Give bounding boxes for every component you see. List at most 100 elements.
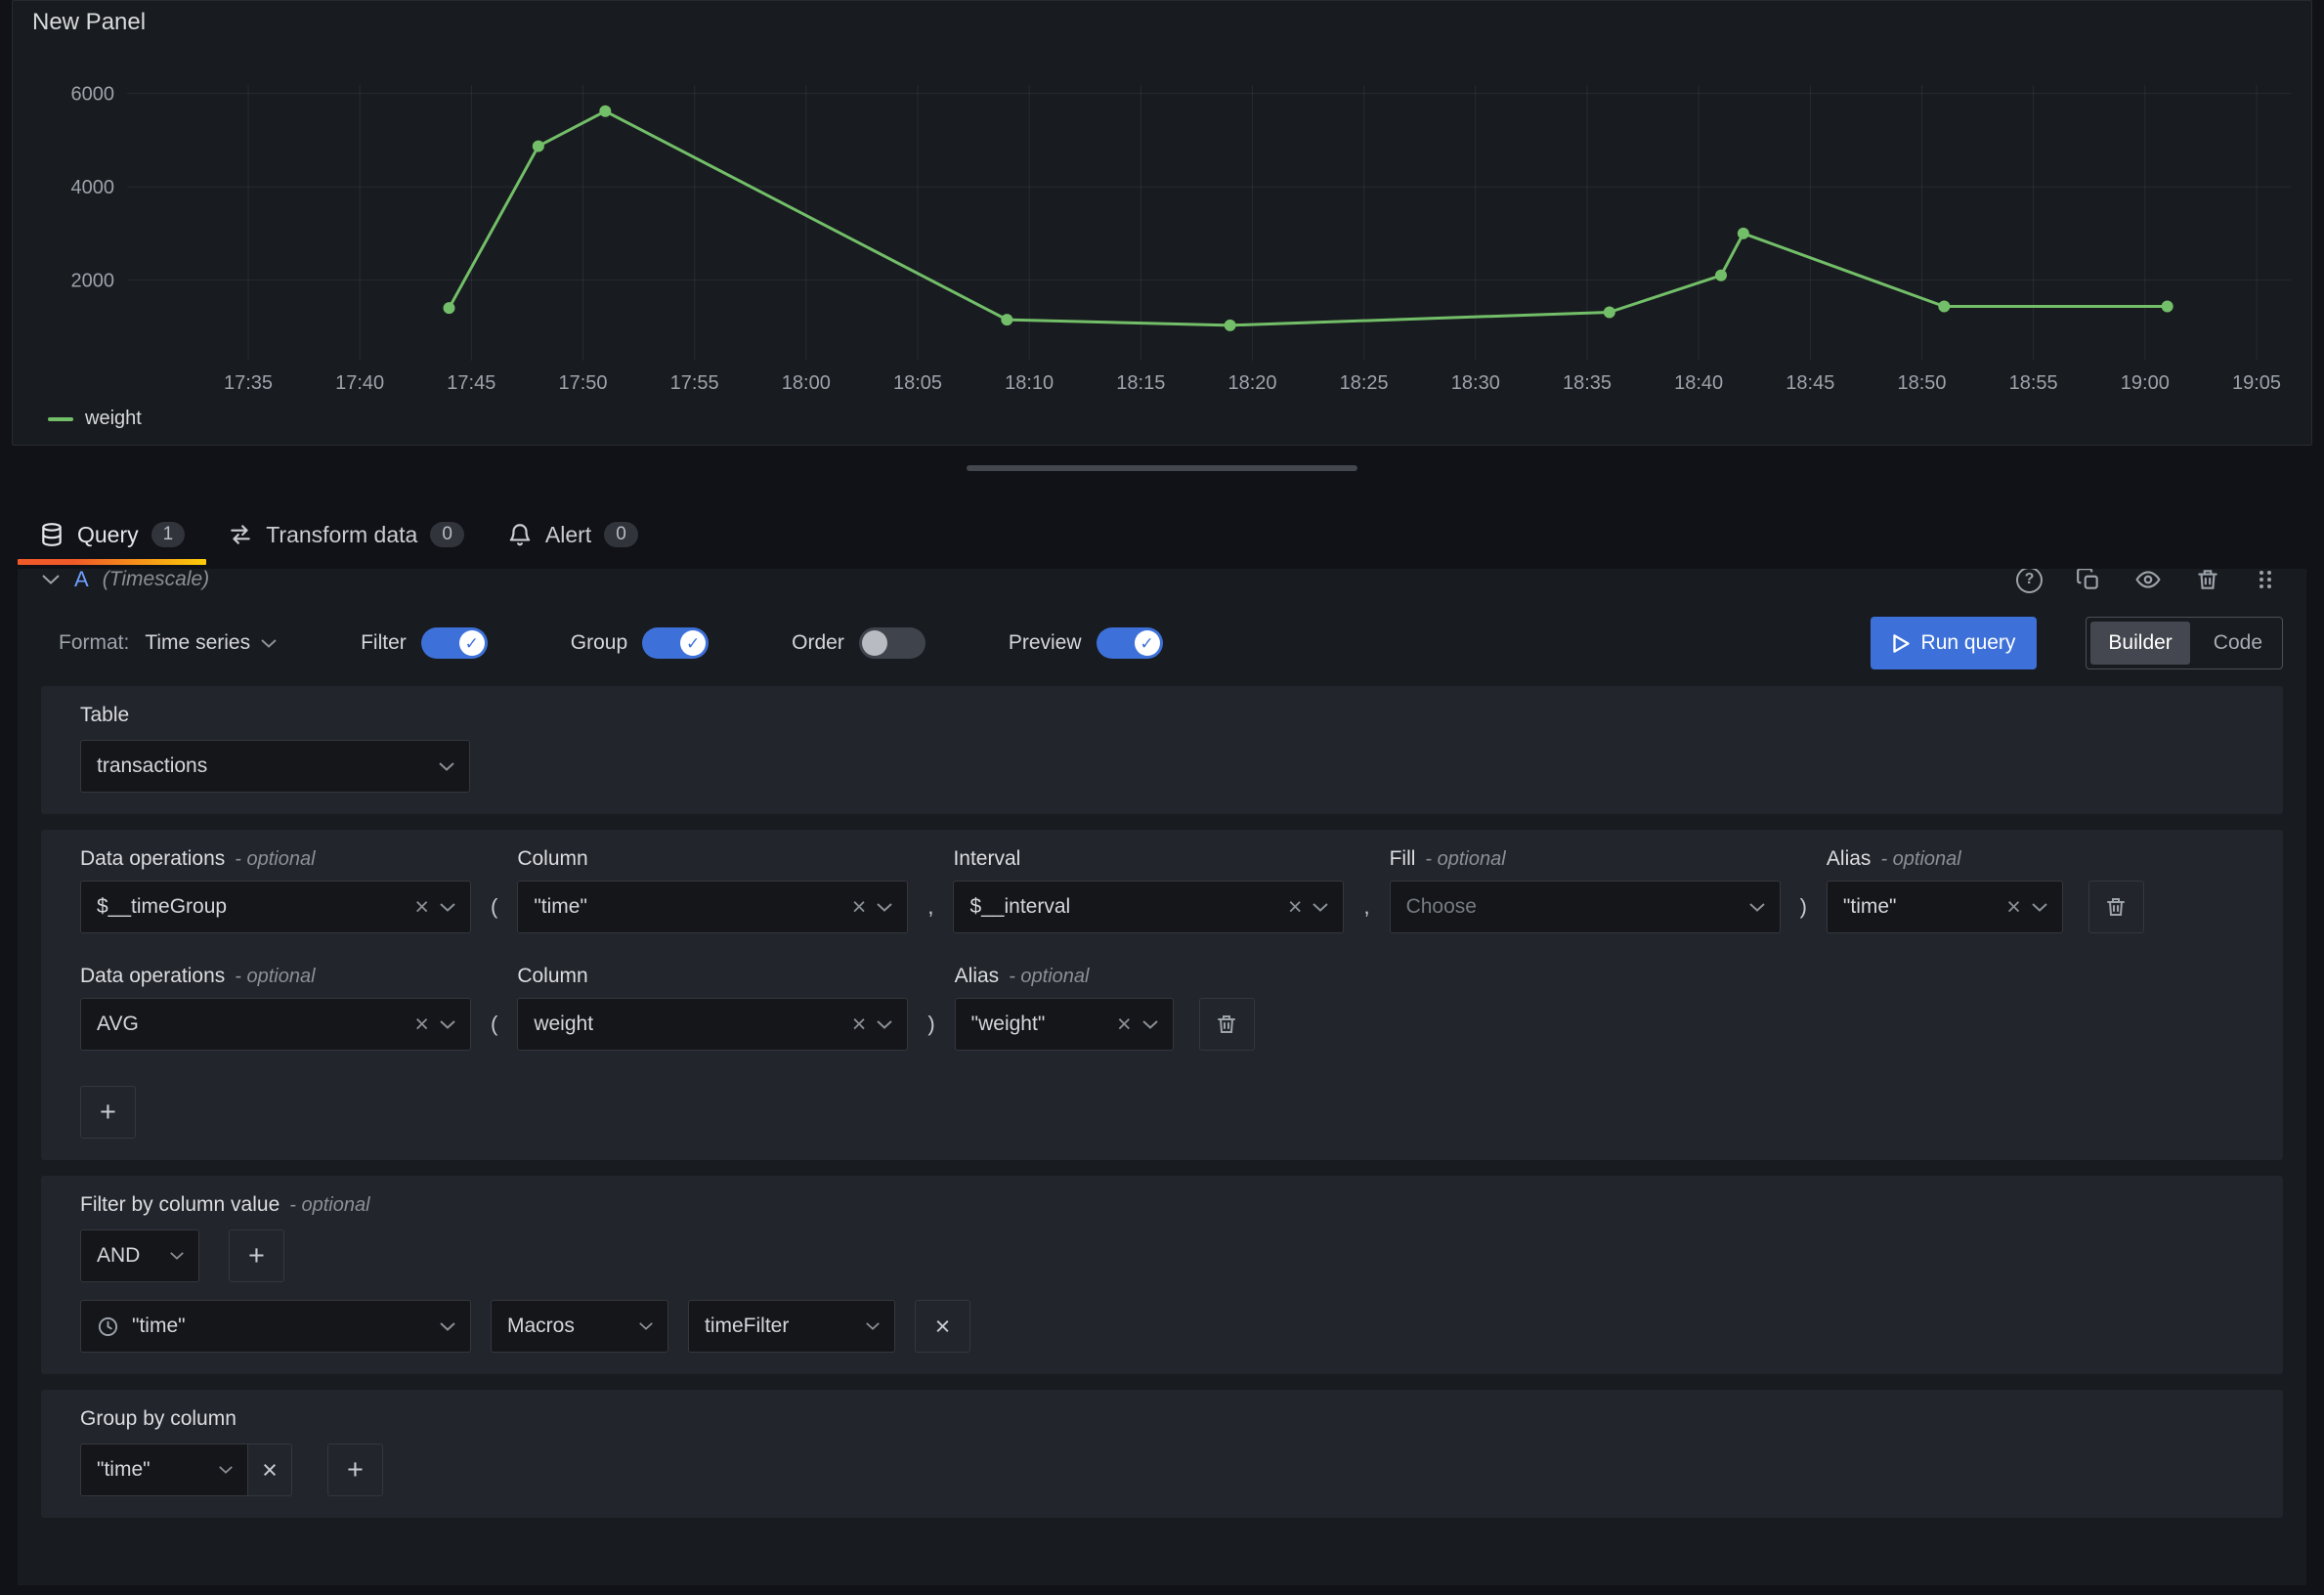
add-operation-button[interactable]: + — [80, 1086, 136, 1139]
delete-row-button[interactable] — [1199, 998, 1255, 1051]
filter-section: Filter by column value- optional AND + "… — [41, 1176, 2283, 1374]
tab-alert[interactable]: Alert 0 — [486, 506, 660, 563]
svg-text:18:20: 18:20 — [1227, 372, 1276, 394]
close-icon: × — [262, 1457, 278, 1484]
operation-select[interactable]: $__timeGroup × — [80, 881, 471, 933]
legend-label[interactable]: weight — [85, 408, 142, 430]
format-value: Time series — [145, 631, 250, 655]
table-select[interactable]: transactions — [80, 740, 470, 793]
svg-text:19:00: 19:00 — [2121, 372, 2170, 394]
tab-alert-count: 0 — [604, 522, 638, 547]
alias-select[interactable]: "weight" × — [955, 998, 1174, 1051]
order-toggle[interactable] — [859, 627, 925, 659]
filter-operator-select[interactable]: AND — [80, 1229, 199, 1282]
chart-panel: 17:3517:4017:4517:5017:5518:0018:0518:10… — [12, 0, 2312, 446]
column-select[interactable]: weight × — [517, 998, 908, 1051]
check-icon: ✓ — [465, 635, 479, 652]
help-icon[interactable]: ? — [2016, 569, 2043, 593]
group-by-label: Group by column — [80, 1407, 2256, 1431]
clear-icon[interactable]: × — [414, 1013, 429, 1037]
chart-legend: weight — [48, 408, 142, 430]
query-ref-id: A — [74, 569, 89, 592]
remove-filter-button[interactable]: × — [915, 1300, 970, 1353]
clear-icon[interactable]: × — [2006, 895, 2021, 920]
tab-transform-label: Transform data — [266, 522, 417, 548]
tab-query-label: Query — [77, 522, 139, 548]
chevron-down-icon — [218, 1465, 234, 1475]
delete-row-button[interactable] — [2088, 881, 2144, 933]
query-row-actions: ? — [2016, 569, 2283, 593]
close-paren: ) — [1781, 881, 1827, 933]
optional-label: - optional — [235, 966, 315, 987]
svg-text:17:45: 17:45 — [447, 372, 495, 394]
tab-query[interactable]: Query 1 — [18, 506, 206, 563]
filter-section-label: Filter by column value — [80, 1193, 280, 1216]
duplicate-icon[interactable] — [2076, 569, 2101, 592]
svg-text:19:05: 19:05 — [2232, 372, 2281, 394]
optional-label: - optional — [1425, 848, 1505, 870]
chevron-down-icon[interactable] — [41, 574, 61, 585]
comma-separator: , — [1344, 881, 1389, 933]
operation-select[interactable]: AVG × — [80, 998, 471, 1051]
clear-icon[interactable]: × — [1117, 1013, 1132, 1037]
builder-code-toggle: Builder Code — [2086, 617, 2283, 669]
chevron-down-icon — [1312, 902, 1329, 913]
svg-text:18:35: 18:35 — [1563, 372, 1612, 394]
svg-text:2000: 2000 — [71, 271, 115, 292]
open-paren: ( — [471, 881, 517, 933]
chevron-down-icon — [1748, 902, 1766, 913]
preview-toggle[interactable]: ✓ — [1097, 627, 1163, 659]
alias-select[interactable]: "time" × — [1827, 881, 2063, 933]
code-option[interactable]: Code — [2194, 618, 2282, 668]
filter-toggle[interactable]: ✓ — [421, 627, 488, 659]
macro-select[interactable]: timeFilter — [688, 1300, 895, 1353]
clear-icon[interactable]: × — [852, 895, 867, 920]
filter-column-select[interactable]: "time" — [80, 1300, 471, 1353]
group-toggle[interactable]: ✓ — [642, 627, 709, 659]
chevron-down-icon — [169, 1251, 185, 1261]
svg-text:17:55: 17:55 — [670, 372, 719, 394]
svg-text:18:45: 18:45 — [1786, 372, 1834, 394]
check-icon: ✓ — [686, 635, 700, 652]
chevron-down-icon — [439, 1019, 456, 1030]
tab-transform-data[interactable]: Transform data 0 — [206, 506, 486, 563]
data-operation-row: Data operations- optional AVG × ( Column… — [80, 965, 2256, 1051]
run-query-button[interactable]: Run query — [1871, 617, 2038, 669]
builder-option[interactable]: Builder — [2090, 622, 2189, 665]
group-toggle-group: Group ✓ — [571, 627, 709, 659]
remove-group-by-button[interactable]: × — [247, 1444, 292, 1496]
clock-icon — [97, 1315, 119, 1338]
fill-select[interactable]: Choose — [1390, 881, 1781, 933]
toggle-visibility-icon[interactable] — [2134, 569, 2162, 592]
table-section: Table transactions — [41, 686, 2283, 814]
group-by-value: "time" — [97, 1458, 218, 1482]
panel-title[interactable]: New Panel — [32, 9, 146, 36]
clear-icon[interactable]: × — [1288, 895, 1303, 920]
clear-icon[interactable]: × — [414, 895, 429, 920]
time-series-chart[interactable]: 17:3517:4017:4517:5017:5518:0018:0518:10… — [13, 1, 2311, 400]
filter-column-value: "time" — [132, 1315, 439, 1338]
add-filter-button[interactable]: + — [229, 1229, 284, 1282]
filter-operator-value: AND — [97, 1244, 169, 1268]
alias-label: Alias — [955, 965, 1000, 987]
data-op-label: Data operations — [80, 847, 225, 870]
chevron-down-icon — [260, 638, 278, 649]
interval-select[interactable]: $__interval × — [953, 881, 1344, 933]
plus-icon: + — [347, 1456, 364, 1485]
format-select[interactable]: Time series — [145, 631, 278, 655]
group-by-select[interactable]: "time" — [80, 1444, 248, 1496]
delete-query-icon[interactable] — [2195, 569, 2220, 592]
column-label: Column — [517, 965, 587, 987]
drag-handle-icon[interactable] — [2254, 569, 2277, 592]
pane-resize-handle[interactable] — [967, 465, 1357, 471]
table-section-label: Table — [80, 704, 2256, 727]
interval-value: $__interval — [969, 895, 1279, 919]
svg-text:4000: 4000 — [71, 177, 115, 198]
close-icon: × — [935, 1314, 951, 1340]
run-query-label: Run query — [1921, 631, 2016, 655]
column-select[interactable]: "time" × — [517, 881, 908, 933]
clear-icon[interactable]: × — [852, 1013, 867, 1037]
macro-category-select[interactable]: Macros — [491, 1300, 668, 1353]
group-toggle-label: Group — [571, 631, 627, 655]
add-group-by-button[interactable]: + — [327, 1444, 383, 1496]
